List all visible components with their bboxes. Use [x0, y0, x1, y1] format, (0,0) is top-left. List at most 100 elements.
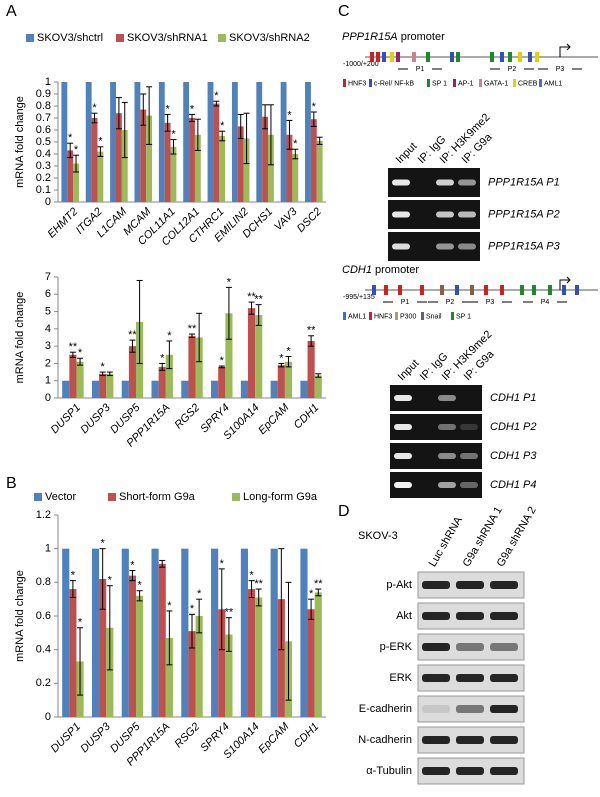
legend-swatch	[539, 79, 542, 87]
significance: **	[247, 291, 256, 303]
significance: *	[312, 101, 317, 113]
bar	[270, 380, 278, 398]
bar	[110, 82, 116, 202]
significance: *	[214, 90, 219, 102]
site	[490, 52, 494, 62]
significance: *	[165, 103, 170, 115]
y-tick-label: 0.6	[36, 610, 51, 622]
band	[490, 674, 518, 682]
band	[436, 243, 454, 250]
site	[455, 285, 459, 295]
legend-label: Snail	[426, 313, 442, 320]
y-tick-label: 0.8	[36, 576, 51, 588]
site	[440, 285, 444, 295]
bar	[314, 592, 322, 717]
site	[382, 52, 386, 62]
band	[490, 581, 518, 589]
bar	[213, 103, 220, 202]
legend-swatch	[34, 493, 42, 501]
y-tick-label: 0.4	[36, 644, 51, 656]
bar	[158, 366, 166, 398]
legend-label: SP 1	[432, 80, 447, 87]
bar	[99, 578, 107, 717]
bar	[277, 365, 285, 398]
band	[394, 453, 412, 459]
bar	[211, 380, 219, 398]
significance: *	[286, 345, 291, 357]
bar	[240, 548, 248, 717]
bar	[218, 366, 226, 398]
significance: *	[101, 538, 106, 550]
primer-label: P2	[446, 299, 455, 306]
band	[456, 581, 484, 589]
legend-label: AML1	[348, 313, 366, 320]
bar	[91, 118, 98, 202]
band	[438, 482, 456, 488]
promoter-title: CDH1 promoter	[342, 264, 419, 276]
bar	[225, 634, 233, 717]
bar	[91, 380, 100, 398]
y-tick-label: 0.9	[36, 88, 51, 100]
panel-label: A	[6, 3, 17, 20]
band	[456, 674, 484, 682]
tss-arrow	[559, 43, 571, 57]
significance: *	[190, 603, 195, 615]
site	[372, 285, 376, 295]
x-tick-label: DUSP1	[49, 721, 83, 755]
y-tick-label: 0	[45, 711, 51, 723]
band	[422, 581, 450, 589]
band	[456, 643, 484, 651]
gene-name: PPP1R15A	[342, 31, 398, 43]
bar	[158, 82, 165, 202]
promoter-range: -995/+135	[343, 294, 375, 301]
lane-label: Input	[394, 140, 420, 166]
bar	[140, 109, 147, 202]
primer-label: P3	[486, 299, 495, 306]
site	[500, 52, 504, 62]
band	[422, 612, 450, 620]
band	[490, 767, 518, 775]
bar	[134, 82, 141, 202]
legend-swatch	[421, 312, 424, 320]
band	[422, 643, 450, 651]
bar	[183, 82, 190, 202]
legend-label: AML1	[544, 80, 562, 87]
significance: *	[197, 588, 202, 600]
bar	[164, 122, 171, 202]
bar	[170, 146, 177, 202]
band	[422, 674, 450, 682]
band	[490, 643, 518, 651]
bar	[61, 82, 68, 202]
tss-arrow	[559, 276, 571, 290]
site	[562, 285, 566, 295]
blot-label: E-cadherin	[359, 703, 412, 715]
y-tick-label: 0	[45, 196, 51, 208]
gel-row-label: PPP1R15A P2	[488, 208, 560, 220]
bar	[91, 548, 100, 717]
significance: *	[78, 617, 83, 629]
bar	[62, 380, 70, 398]
site	[548, 285, 552, 295]
primer-label: P1	[401, 299, 410, 306]
legend-label: Vector	[45, 491, 77, 503]
legend-swatch	[451, 312, 454, 320]
bar	[310, 119, 317, 202]
gel-row-label: CDH1 P3	[490, 450, 537, 462]
legend-swatch	[513, 79, 516, 87]
bar	[97, 151, 104, 202]
blot-label: α-Tubulin	[366, 765, 412, 777]
bar	[207, 82, 214, 202]
site	[398, 285, 402, 295]
band	[394, 424, 412, 430]
band	[422, 705, 450, 713]
gel-row-label: PPP1R15A P1	[488, 176, 560, 188]
legend-label: c-Rel/ NF-kB	[374, 80, 414, 87]
band	[490, 705, 518, 713]
bar	[255, 597, 263, 717]
x-tick-label: DUSP1	[49, 402, 83, 436]
legend-swatch	[218, 34, 226, 42]
legend-label: P300	[400, 313, 416, 320]
bar	[247, 308, 256, 398]
site	[520, 285, 524, 295]
y-tick-label: 7	[45, 271, 51, 283]
